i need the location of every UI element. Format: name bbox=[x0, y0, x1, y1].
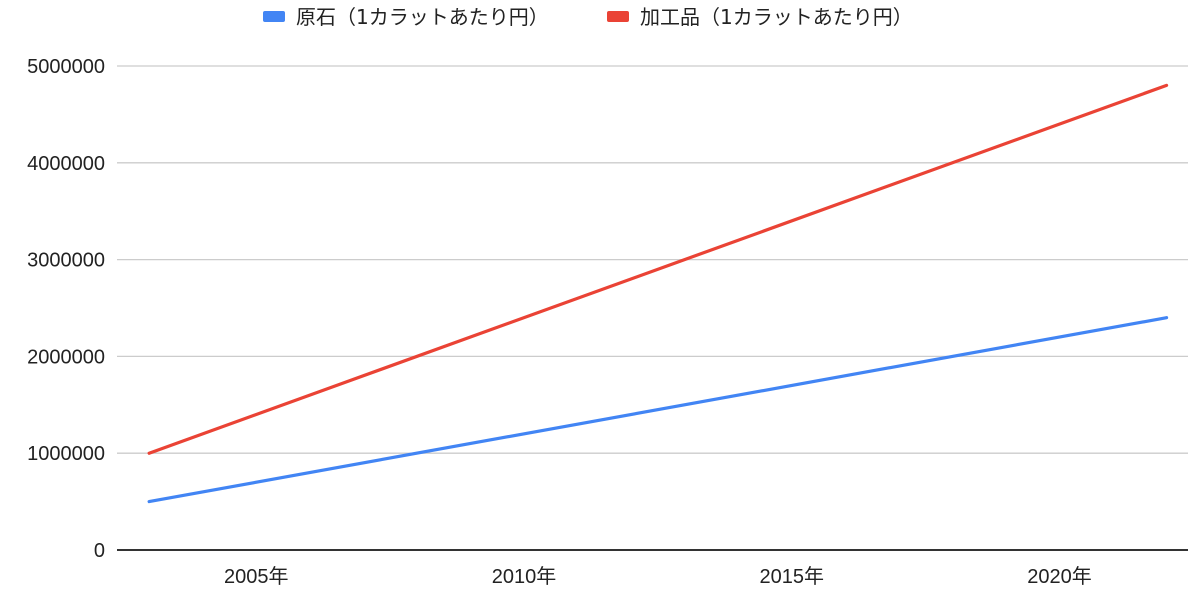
y-tick-label: 1000000 bbox=[27, 443, 105, 465]
series-lines bbox=[147, 83, 1169, 504]
legend-label: 加工品（1カラットあたり円） bbox=[640, 5, 913, 29]
legend-swatch bbox=[607, 11, 629, 22]
legend: 原石（1カラットあたり円） 加工品（1カラットあたり円） bbox=[263, 5, 913, 29]
y-tick-label: 3000000 bbox=[27, 250, 105, 272]
y-axis: 0 1000000 2000000 3000000 4000000 5000000 bbox=[27, 56, 105, 562]
x-tick-label: 2020年 bbox=[1027, 565, 1092, 588]
y-tick-label: 5000000 bbox=[27, 56, 105, 78]
x-tick-label: 2015年 bbox=[759, 565, 824, 588]
grid bbox=[117, 65, 1188, 454]
y-tick-label: 2000000 bbox=[27, 346, 105, 368]
legend-swatch bbox=[263, 11, 285, 22]
series-line-processed bbox=[147, 83, 1169, 455]
y-tick-label: 4000000 bbox=[27, 153, 105, 175]
x-tick-label: 2005年 bbox=[224, 565, 289, 588]
legend-item-processed: 加工品（1カラットあたり円） bbox=[607, 5, 913, 29]
legend-label: 原石（1カラットあたり円） bbox=[296, 5, 549, 29]
x-tick-label: 2010年 bbox=[492, 565, 557, 588]
series-line-raw bbox=[147, 316, 1169, 504]
legend-item-raw: 原石（1カラットあたり円） bbox=[263, 5, 549, 29]
y-tick-label: 0 bbox=[94, 540, 105, 562]
x-axis: 2005年 2010年 2015年 2020年 bbox=[117, 549, 1188, 588]
